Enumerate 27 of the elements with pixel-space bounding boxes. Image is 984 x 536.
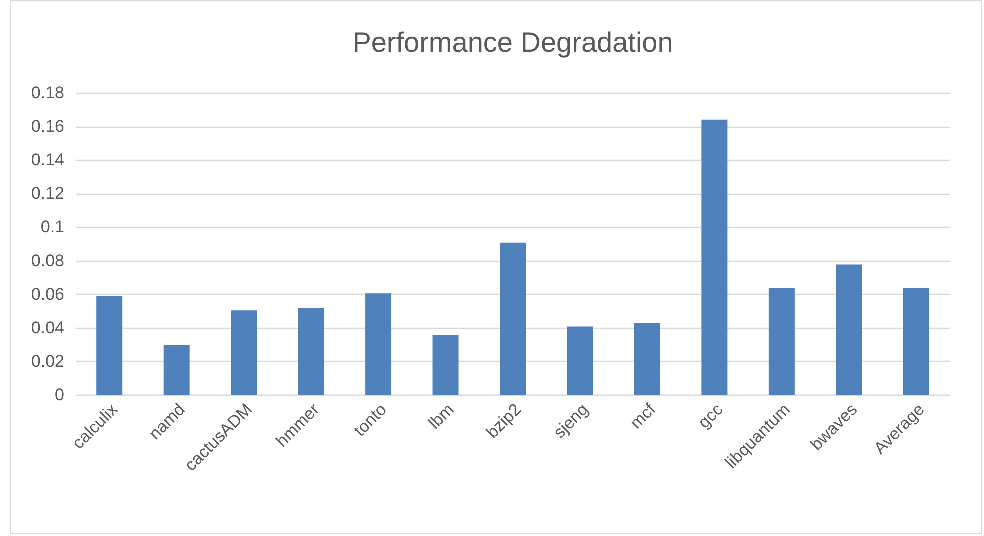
bar xyxy=(231,310,258,395)
bar xyxy=(634,323,660,395)
y-tick-label: 0.06 xyxy=(31,284,64,304)
y-tick-label: 0.04 xyxy=(31,318,64,338)
y-tick-label: 0.02 xyxy=(31,352,64,371)
bar xyxy=(702,120,728,395)
y-tick-label: 0.14 xyxy=(31,150,64,170)
bar xyxy=(903,288,930,395)
bar xyxy=(164,346,190,395)
chart-title: Performance Degradation xyxy=(352,27,674,58)
y-tick-label: 0.12 xyxy=(31,184,64,204)
bar xyxy=(432,335,459,395)
y-tick-label: 0.1 xyxy=(40,218,64,237)
bar xyxy=(298,308,324,395)
bar xyxy=(768,288,795,395)
x-tick-label: gcc xyxy=(694,400,728,432)
y-tick-label: 0.16 xyxy=(31,117,64,136)
y-tick-label: 0.18 xyxy=(31,84,64,102)
x-tick-label: lbm xyxy=(424,400,458,433)
bar xyxy=(836,264,862,395)
bar xyxy=(366,294,392,395)
x-tick-label: mcf xyxy=(626,400,660,433)
y-tick-label: 0 xyxy=(55,386,64,404)
bar xyxy=(96,296,123,395)
bar xyxy=(567,326,594,395)
bar xyxy=(500,242,526,395)
y-tick-label: 0.08 xyxy=(31,251,64,270)
